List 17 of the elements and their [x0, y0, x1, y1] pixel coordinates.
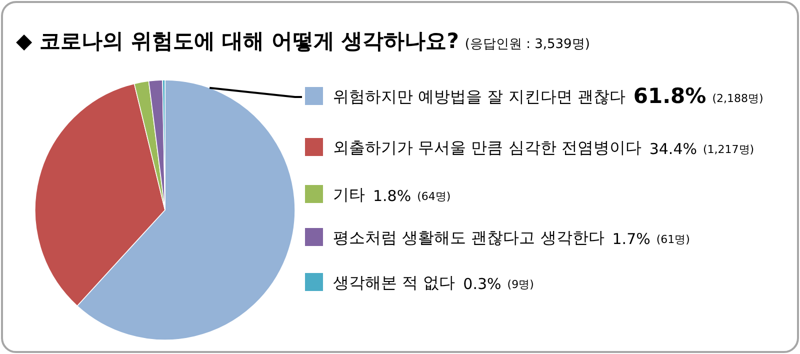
legend-label: 외출하기가 무서울 만큼 심각한 전염병이다	[333, 138, 642, 157]
legend-label: 기타	[333, 185, 365, 204]
text: (64명)	[417, 190, 451, 203]
legend-label: 평소처럼 생활해도 괜찮다고 생각한다	[333, 228, 604, 247]
text: (1,217명)	[703, 143, 754, 156]
data-label: 34.4%	[649, 140, 697, 158]
data-label: 61.8%	[633, 84, 706, 108]
text: (2,188명)	[712, 92, 764, 105]
text: (61명)	[656, 233, 690, 246]
data-label: 1.7%	[612, 230, 650, 248]
chart-title: ◆ 코로나의 위험도에 대해 어떻게 생각하나요?	[16, 29, 459, 53]
text: (9명)	[507, 278, 534, 291]
chart-subtitle: (응답인원 : 3,539명)	[464, 37, 590, 52]
data-label: 1.8%	[373, 187, 412, 205]
legend-label: 생각해본 적 없다	[333, 273, 456, 292]
data-label: 0.3%	[463, 275, 502, 293]
legend-label: 위험하지만 예방법을 잘 지킨다면 괜찮다	[333, 87, 626, 106]
